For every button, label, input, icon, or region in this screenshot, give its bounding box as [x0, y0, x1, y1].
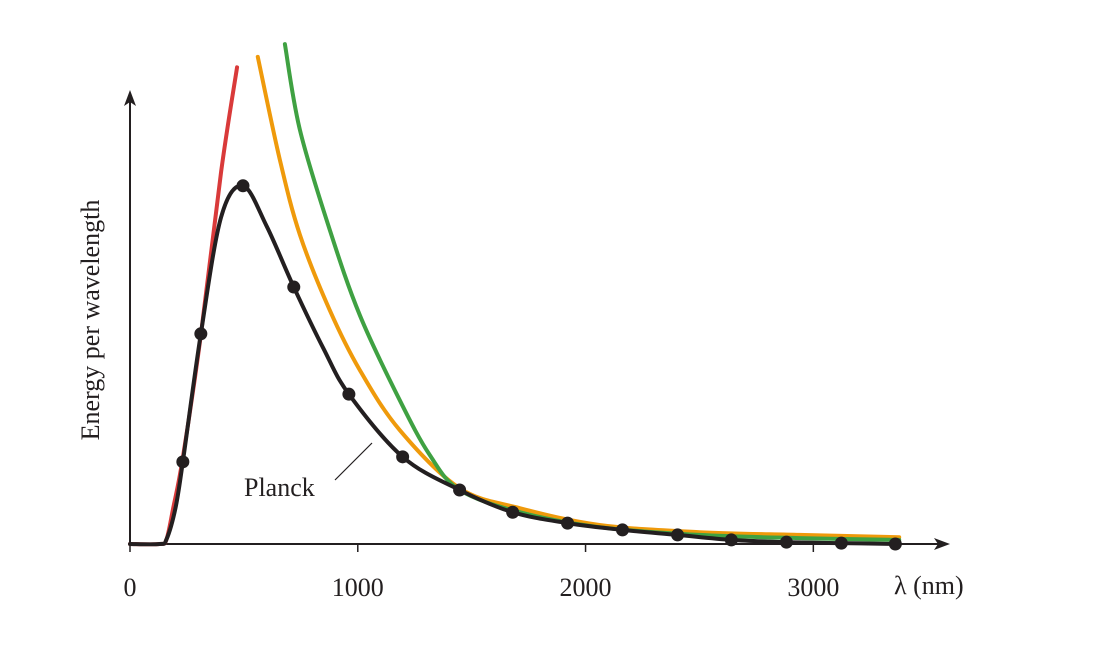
data-point [194, 327, 208, 341]
y-axis-label: Energy per wavelength [76, 200, 105, 441]
data-point [834, 536, 848, 550]
x-tick-label: 0 [124, 573, 137, 602]
annotation: Planck [244, 473, 315, 502]
data-point [724, 533, 738, 547]
x-tick-label: 3000 [787, 573, 839, 602]
series-line [282, 42, 902, 542]
data-point [176, 455, 190, 469]
x-axis-arrow [934, 538, 950, 550]
data-point [396, 450, 410, 464]
x-axis-label: λ (nm) [894, 571, 964, 600]
x-tick-label: 1000 [332, 573, 384, 602]
data-point [506, 505, 520, 519]
data-point [453, 483, 467, 497]
series-line [128, 65, 240, 547]
data-point [236, 179, 250, 193]
x-tick-label: 2000 [560, 573, 612, 602]
data-point [287, 280, 301, 294]
data-point [615, 523, 629, 537]
annotation-leader [334, 442, 373, 481]
data-point [888, 537, 902, 551]
data-point [779, 535, 793, 549]
data-point [671, 528, 685, 542]
y-axis-arrow [124, 90, 136, 106]
data-point [342, 387, 356, 401]
series-line [128, 183, 898, 547]
data-point [561, 516, 575, 530]
